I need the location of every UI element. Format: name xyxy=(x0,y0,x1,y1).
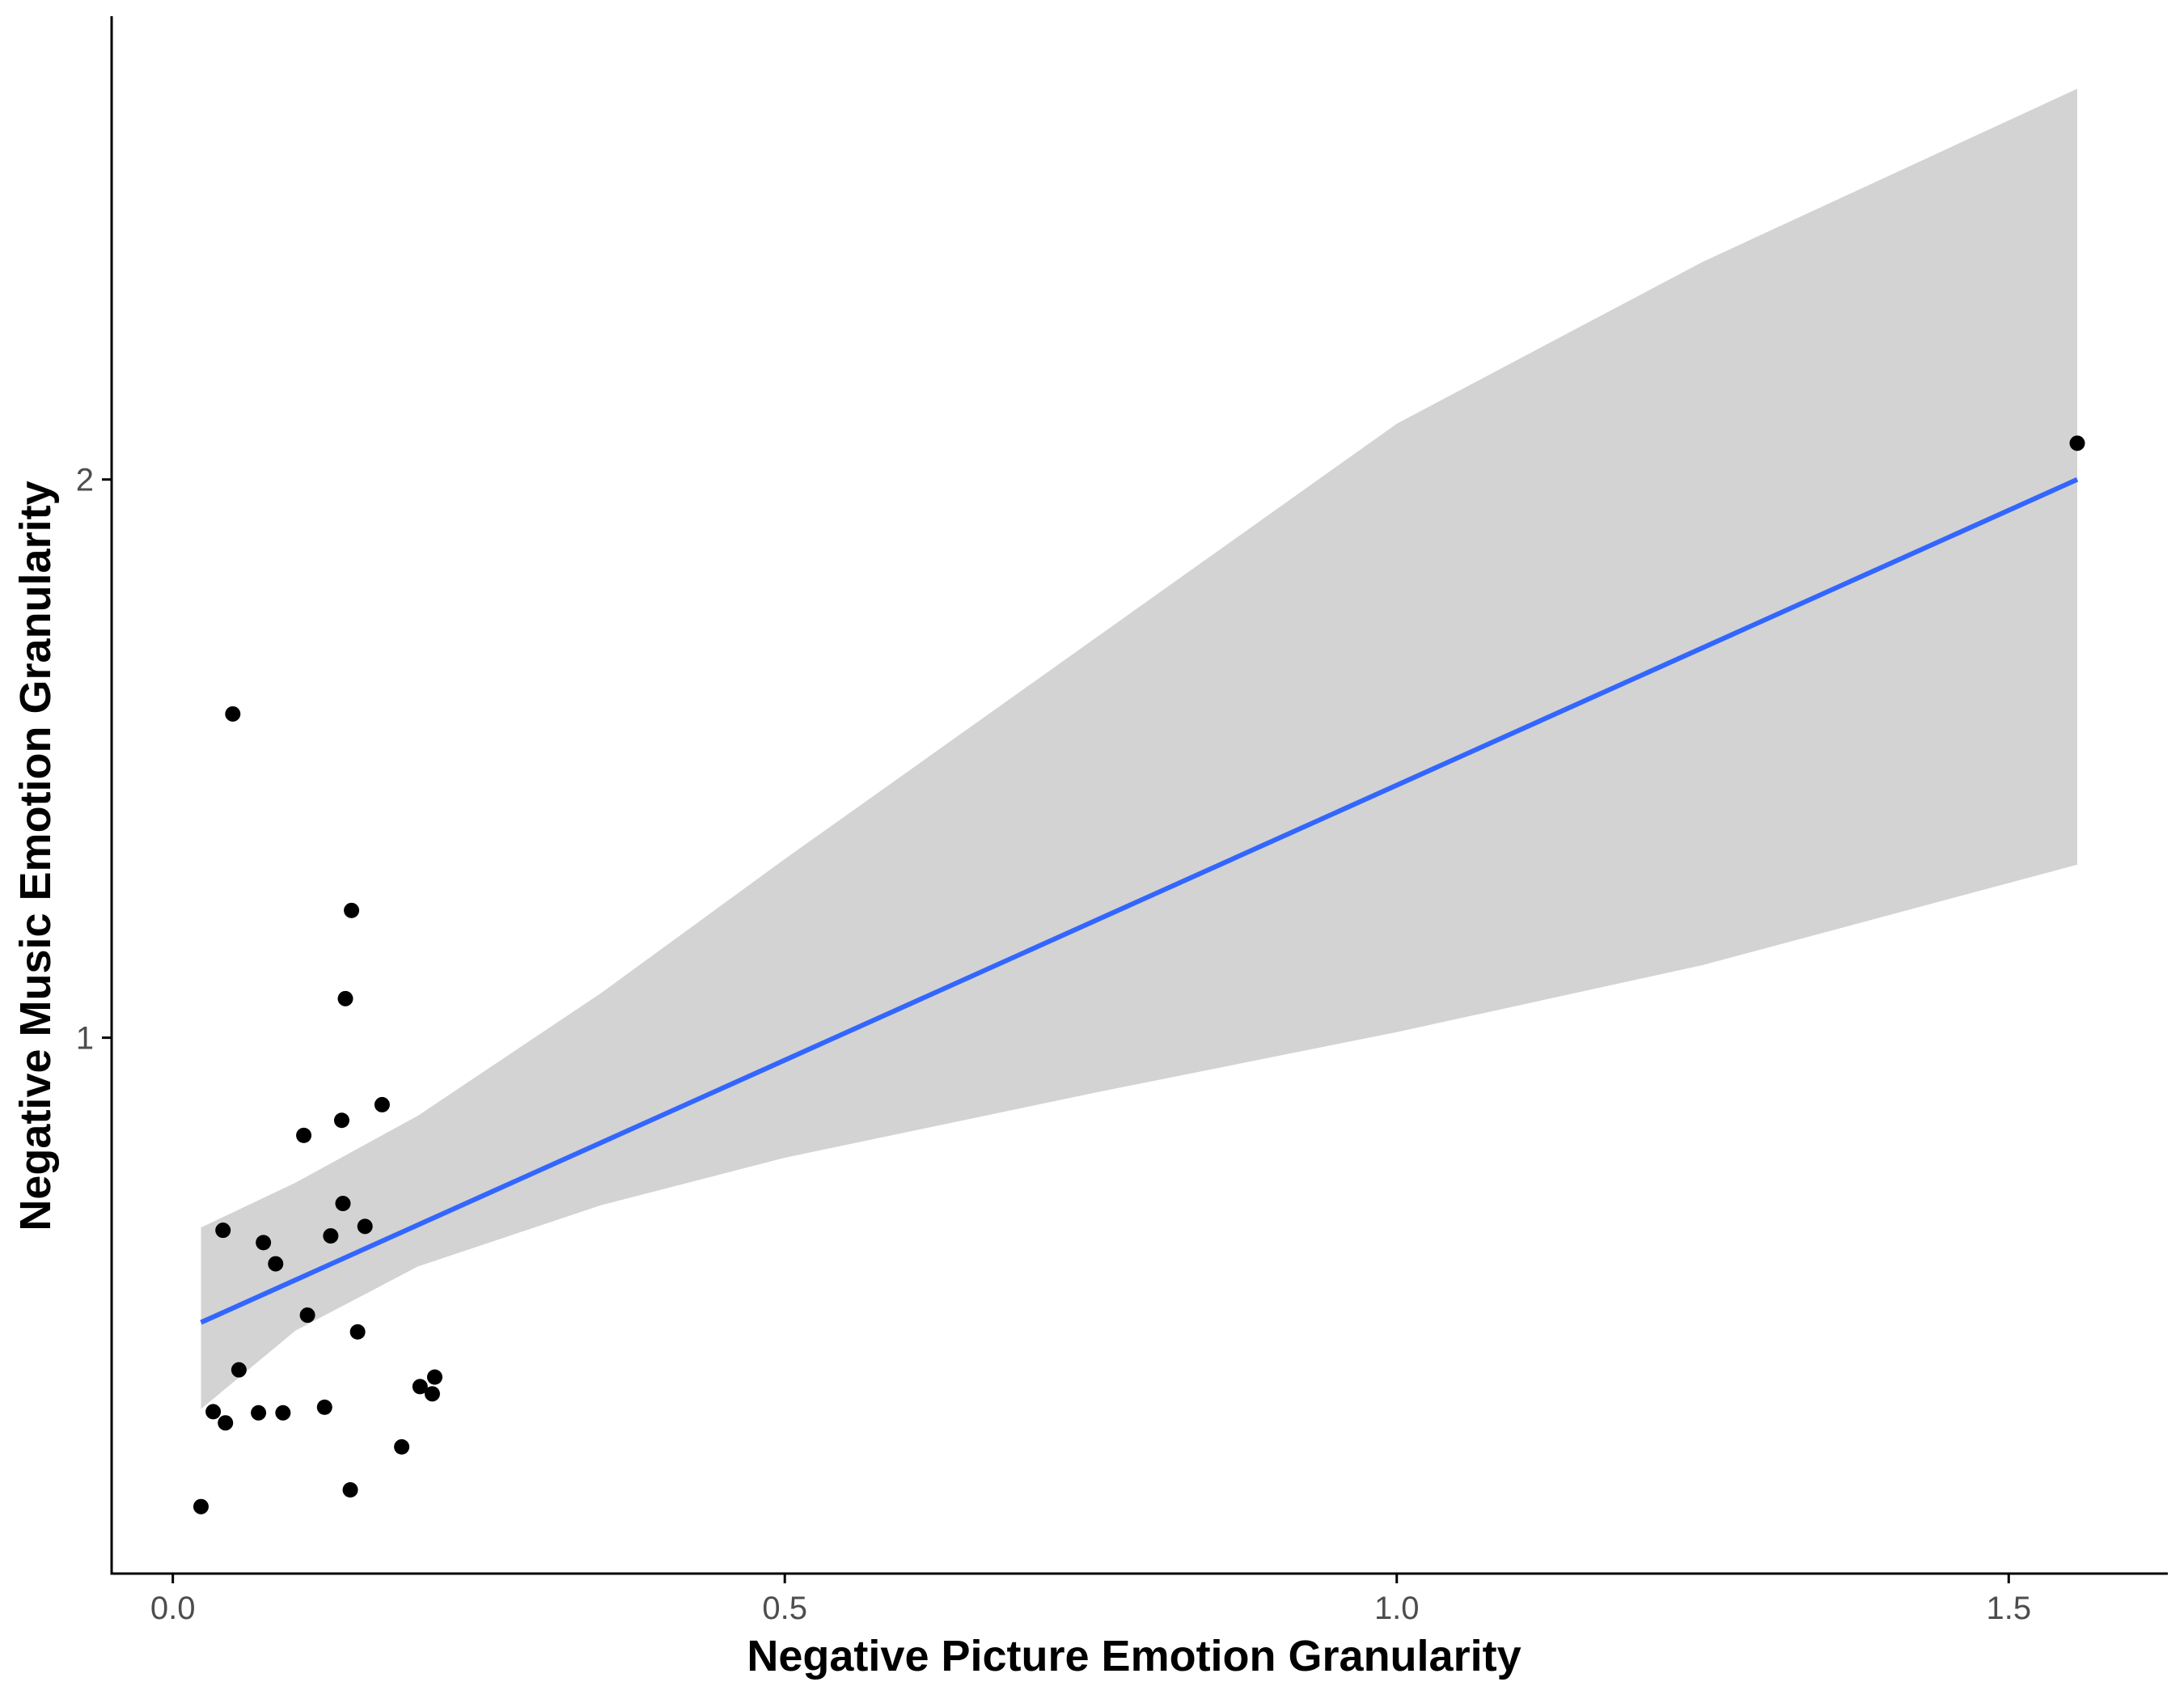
data-point-23 xyxy=(394,1438,410,1455)
data-point-3 xyxy=(215,1222,231,1239)
data-point-12 xyxy=(299,1307,315,1324)
data-point-9 xyxy=(251,1405,267,1421)
data-point-18 xyxy=(344,902,360,918)
data-point-22 xyxy=(374,1096,390,1112)
data-point-10 xyxy=(275,1405,291,1421)
data-point-26 xyxy=(426,1369,442,1385)
data-point-15 xyxy=(333,1112,349,1129)
data-point-11 xyxy=(296,1127,312,1143)
data-point-5 xyxy=(205,1404,222,1420)
data-point-27 xyxy=(2069,435,2085,451)
data-point-19 xyxy=(342,1482,358,1498)
data-point-21 xyxy=(357,1218,373,1235)
x-tick-label: 1.5 xyxy=(1986,1591,2031,1626)
data-point-6 xyxy=(218,1415,234,1431)
data-point-4 xyxy=(231,1362,247,1378)
data-point-7 xyxy=(256,1235,272,1251)
data-point-20 xyxy=(349,1324,366,1340)
y-tick-label: 1 xyxy=(76,1021,94,1057)
confidence-band xyxy=(201,88,2077,1409)
regression-line xyxy=(200,477,2079,1325)
data-point-14 xyxy=(323,1228,339,1244)
data-point-24 xyxy=(412,1379,428,1395)
data-point-2 xyxy=(225,705,241,722)
x-tick-label: 0.5 xyxy=(762,1591,807,1626)
data-point-25 xyxy=(424,1386,440,1402)
y-axis-title: Negative Music Emotion Granularity xyxy=(11,481,60,1231)
data-point-13 xyxy=(316,1399,332,1415)
data-points-layer xyxy=(193,435,2085,1515)
data-point-17 xyxy=(337,990,353,1006)
data-point-8 xyxy=(268,1256,284,1272)
data-point-1 xyxy=(193,1498,209,1515)
y-tick-label: 2 xyxy=(76,463,94,498)
confidence-band-layer xyxy=(201,88,2077,1409)
x-axis-title: Negative Picture Emotion Granularity xyxy=(747,1632,1521,1680)
x-tick-label: 1.0 xyxy=(1374,1591,1420,1626)
x-tick-label: 0.0 xyxy=(150,1591,196,1626)
fit-line-layer xyxy=(200,477,2079,1325)
tick-labels-layer: 0.0 0.5 1.0 1.5 1 2 xyxy=(76,463,2031,1626)
axes-layer xyxy=(102,16,2168,1583)
data-point-16 xyxy=(335,1196,351,1212)
